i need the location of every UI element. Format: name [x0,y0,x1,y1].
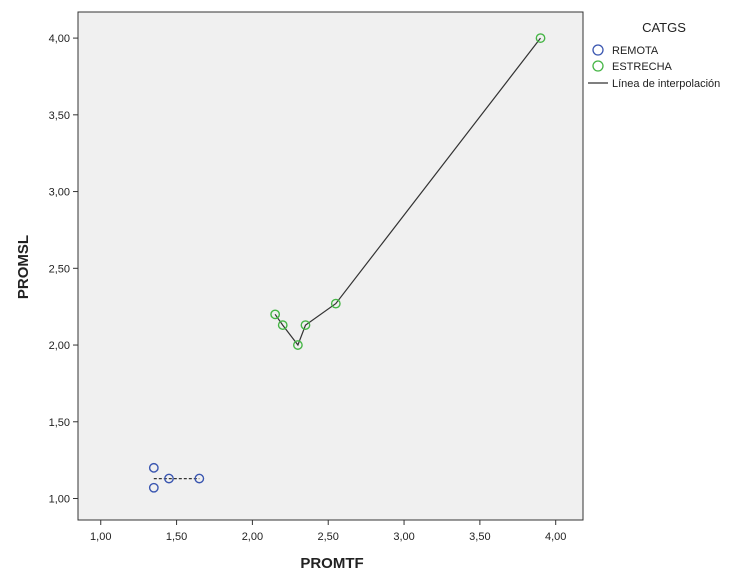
x-tick-label: 3,00 [393,531,414,543]
data-point-estrecha [277,320,288,330]
legend-label-estrecha: ESTRECHA [612,61,673,73]
data-point-remota [148,462,159,473]
legend-title: CATGS [642,20,686,35]
legend: CATGS REMOTA ESTRECHA Línea de interpola… [588,20,720,90]
x-axis-title: PROMTF [300,555,363,571]
data-point-remota [194,473,205,484]
x-axis: 1,00 1,50 2,00 2,50 3,00 3,50 4,00 [90,520,566,543]
y-axis: 1,00 1,50 2,00 2,50 3,00 3,50 4,00 [49,33,78,506]
y-tick-label: 3,50 [49,110,70,122]
legend-marker-estrecha [592,60,604,72]
data-point-estrecha [300,320,311,330]
y-tick-label: 2,50 [49,263,70,275]
y-axis-title: PROMSL [15,235,32,299]
interpolation-line-estrecha [274,37,541,347]
x-tick-label: 1,50 [166,531,187,543]
x-tick-label: 2,50 [318,531,339,543]
x-tick-label: 4,00 [545,531,566,543]
data-point-remota [148,482,159,493]
x-tick-label: 1,00 [90,531,111,543]
y-tick-label: 2,00 [49,340,70,352]
y-tick-label: 3,00 [49,187,70,199]
data-points [148,33,546,493]
data-point-estrecha [535,33,546,43]
legend-label-remota: REMOTA [612,45,659,57]
y-tick-label: 4,00 [49,33,70,45]
data-point-estrecha [292,340,303,350]
legend-label-interpolation: Línea de interpolación [612,78,720,90]
interpolation-lines [153,37,541,480]
x-tick-label: 2,00 [242,531,263,543]
plot-area [77,11,584,521]
x-tick-label: 3,50 [469,531,490,543]
legend-marker-remota [592,44,604,56]
y-tick-label: 1,00 [49,494,70,506]
data-point-estrecha [330,298,341,309]
data-point-estrecha [270,309,281,320]
y-tick-label: 1,50 [49,417,70,429]
data-point-remota [164,473,174,484]
